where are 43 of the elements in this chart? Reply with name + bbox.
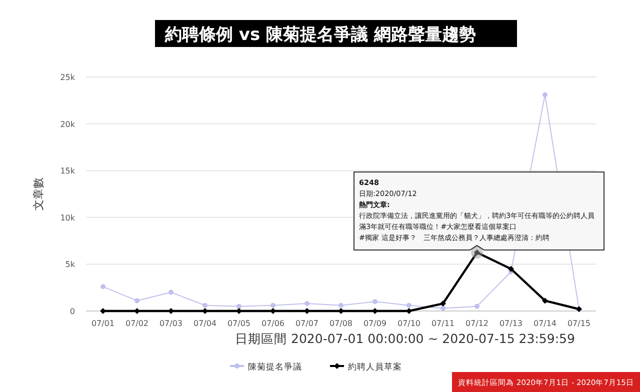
y-tick-label: 10k — [60, 213, 76, 222]
x-tick-label: 07/06 — [261, 319, 285, 328]
point — [338, 302, 344, 308]
y-tick-label: 20k — [60, 120, 76, 129]
point — [474, 304, 480, 309]
point — [440, 306, 446, 311]
x-tick-label: 07/14 — [533, 319, 557, 328]
point — [440, 300, 446, 307]
x-tick-label: 07/05 — [227, 319, 251, 328]
point — [542, 298, 548, 304]
point — [406, 302, 412, 308]
x-axis-title: 日期區間 2020-07-01 00:00:00 ~ 2020-07-15 23:59:59 — [235, 331, 575, 346]
point — [168, 290, 174, 295]
x-tick-label: 07/04 — [193, 319, 217, 328]
x-tick-label: 07/11 — [431, 319, 455, 328]
x-tick-label: 07/01 — [91, 319, 115, 328]
y-axis-title: 文章數 — [32, 178, 45, 210]
point — [304, 301, 310, 306]
x-tick-label: 07/02 — [125, 319, 149, 328]
y-tick-label: 25k — [60, 73, 76, 82]
point — [372, 299, 378, 304]
x-tick-label: 07/08 — [329, 319, 353, 328]
legend-label: 陳菊提名爭議 — [248, 362, 302, 372]
y-tick-label: 0 — [70, 307, 75, 316]
chart-title: 約聘條例 vs 陳菊提名爭議 網路聲量趨勢 — [164, 25, 476, 45]
point — [202, 302, 208, 308]
y-tick-label: 15k — [60, 166, 76, 176]
title: 約聘條例 vs 陳菊提名爭議 網路聲量趨勢 — [155, 20, 517, 47]
y-tick-label: 5k — [65, 260, 76, 270]
x-tick-label: 07/13 — [499, 319, 523, 328]
point — [542, 92, 548, 98]
legend-label: 約聘人員草案 — [348, 362, 402, 372]
x-tick-label: 07/07 — [295, 319, 319, 328]
point — [508, 266, 514, 272]
point — [134, 298, 140, 304]
point — [100, 284, 106, 290]
point — [270, 302, 276, 308]
point — [236, 304, 242, 309]
x-tick-label: 07/12 — [465, 319, 489, 328]
x-tick-label: 07/15 — [567, 319, 591, 328]
x-tick-label: 07/09 — [363, 319, 387, 328]
x-tick-label: 07/10 — [397, 319, 421, 328]
x-tick-label: 07/03 — [159, 319, 183, 328]
